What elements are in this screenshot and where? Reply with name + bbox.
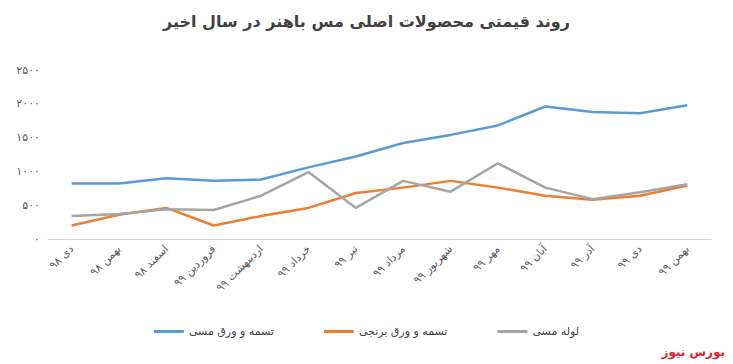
svg-text:دی ۹۹: دی ۹۹ <box>615 242 645 272</box>
svg-text:اسفند ۹۸: اسفند ۹۸ <box>132 242 171 281</box>
svg-text:۲۵۰۰: ۲۵۰۰ <box>16 64 40 77</box>
svg-text:اردیبهشت ۹۹: اردیبهشت ۹۹ <box>214 242 266 294</box>
svg-text:تسمه و ورق برنجی: تسمه و ورق برنجی <box>359 325 448 338</box>
svg-text:مرداد ۹۹: مرداد ۹۹ <box>370 242 408 280</box>
svg-text:فروردین ۹۹: فروردین ۹۹ <box>171 242 218 289</box>
svg-text:شهریور ۹۹: شهریور ۹۹ <box>411 242 455 286</box>
svg-text:۱۰۰۰: ۱۰۰۰ <box>16 165 40 178</box>
svg-text:تیر ۹۹: تیر ۹۹ <box>332 242 361 271</box>
svg-text:بورس نیوز: بورس نیوز <box>660 345 725 360</box>
svg-text:۵۰۰: ۵۰۰ <box>22 199 40 212</box>
svg-text:۱۵۰۰: ۱۵۰۰ <box>16 131 40 144</box>
svg-text:لوله مسی: لوله مسی <box>532 325 579 338</box>
svg-text:روند قیمتی محصولات اصلی مس باه: روند قیمتی محصولات اصلی مس باهنر در سال … <box>162 12 570 31</box>
svg-text:بهمن ۹۹: بهمن ۹۹ <box>656 242 692 278</box>
svg-text:خرداد ۹۹: خرداد ۹۹ <box>275 242 313 280</box>
svg-text:۲۰۰۰: ۲۰۰۰ <box>16 97 40 110</box>
svg-text:بهمن ۹۸: بهمن ۹۸ <box>87 242 123 278</box>
svg-text:۰: ۰ <box>34 233 40 246</box>
svg-text:مهر ۹۹: مهر ۹۹ <box>470 242 502 274</box>
svg-text:تسمه و ورق مسی: تسمه و ورق مسی <box>189 325 274 338</box>
svg-text:آذر ۹۹: آذر ۹۹ <box>567 241 598 272</box>
svg-text:آبان ۹۹: آبان ۹۹ <box>517 241 551 275</box>
svg-text:دی ۹۸: دی ۹۸ <box>47 242 77 272</box>
